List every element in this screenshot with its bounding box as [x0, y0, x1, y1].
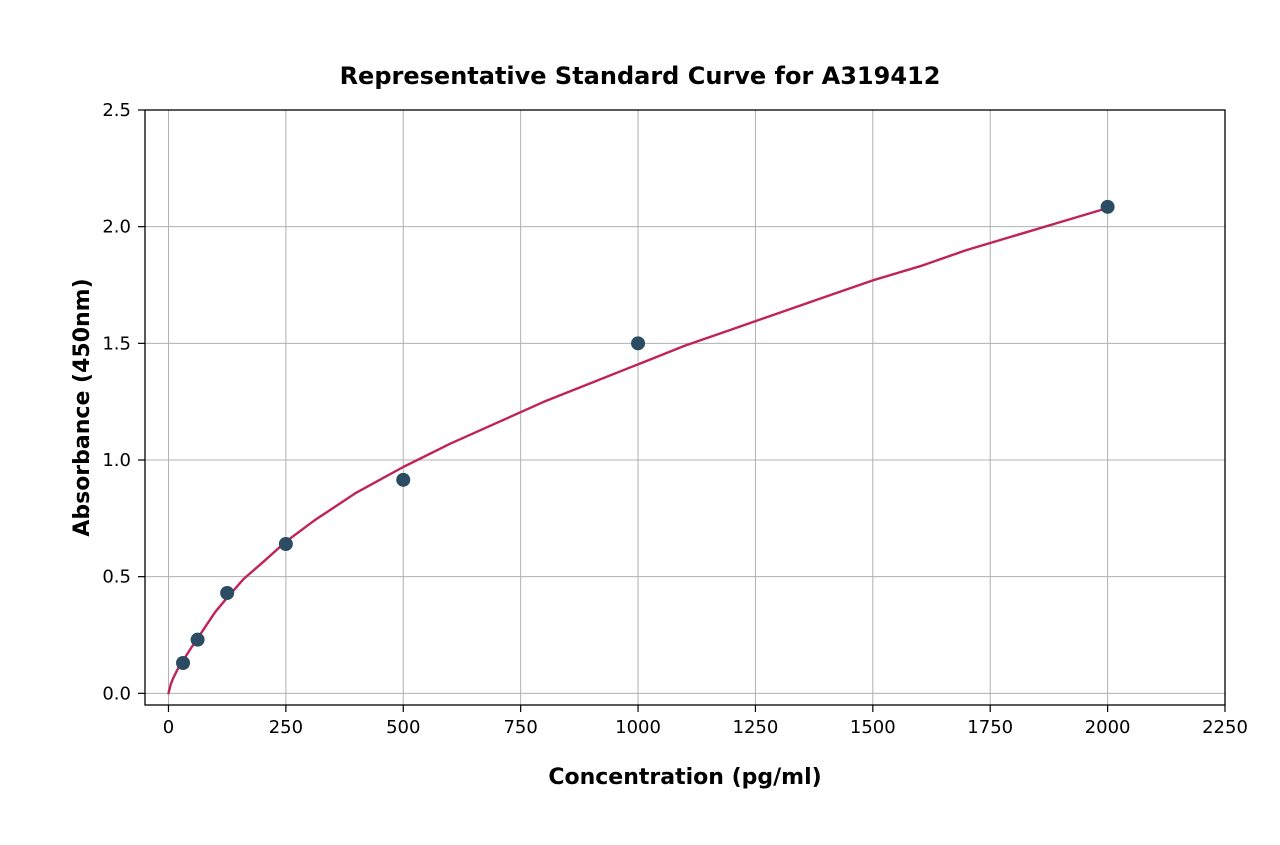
x-tick-label: 1500: [850, 717, 896, 738]
chart-svg: 0 250 500 750 1000 1250 1500 1750 2000 2250 0.0 0.5…: [0, 0, 1280, 845]
y-tick-label: 2.5: [102, 100, 131, 121]
y-tick-label: 0.5: [102, 567, 131, 588]
data-point: [631, 336, 645, 350]
plot-border: [145, 110, 1225, 705]
x-tick-label: 1750: [967, 717, 1013, 738]
x-tick-label: 250: [269, 717, 303, 738]
x-tick-label: 1000: [615, 717, 661, 738]
data-point: [279, 537, 293, 551]
x-tick-label: 750: [503, 717, 537, 738]
data-point: [396, 473, 410, 487]
x-tick-label: 2250: [1202, 717, 1248, 738]
chart-container: Representative Standard Curve for A31941…: [0, 0, 1280, 845]
y-tick-label: 0.0: [102, 683, 131, 704]
y-tick-label: 1.0: [102, 450, 131, 471]
x-tick-label: 1250: [733, 717, 779, 738]
data-point: [176, 656, 190, 670]
x-tick-label: 2000: [1085, 717, 1131, 738]
data-point: [220, 586, 234, 600]
x-tick-label: 500: [386, 717, 420, 738]
x-tick-label: 0: [163, 717, 174, 738]
y-tick-label: 1.5: [102, 333, 131, 354]
y-tick-label: 2.0: [102, 217, 131, 238]
data-point: [1101, 200, 1115, 214]
data-point: [191, 633, 205, 647]
